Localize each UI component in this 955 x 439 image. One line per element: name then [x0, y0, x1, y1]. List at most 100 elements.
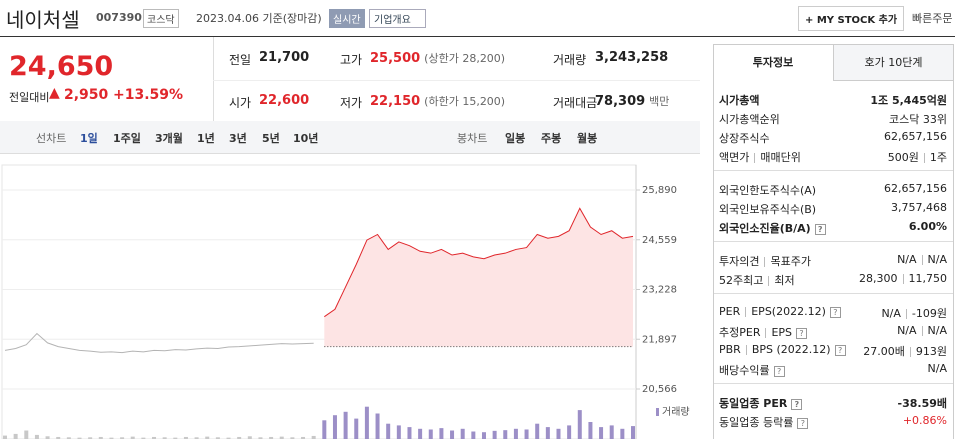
y-tick-label: 24,559 — [642, 235, 677, 246]
summary-value: 22,600 — [259, 93, 309, 108]
value-text: 913원 — [915, 345, 947, 358]
change-label: 전일대비 — [9, 91, 50, 104]
label-text: 매매단위 — [760, 151, 801, 164]
label-text: BPS (2022.12) — [751, 343, 831, 356]
volume-bar — [109, 437, 114, 439]
volume-bar — [524, 429, 529, 439]
period-tab[interactable]: 3년 — [229, 132, 247, 145]
period-tab[interactable]: 1일 — [80, 132, 98, 145]
realtime-badge[interactable]: 실시간 — [329, 9, 365, 28]
volume-bar — [364, 406, 369, 439]
period-tab[interactable]: 3개월 — [155, 132, 183, 145]
volume-bar — [290, 437, 295, 439]
stock-code: 007390 — [96, 11, 142, 24]
summary-value: 3,243,258 — [595, 50, 668, 65]
volume-bar — [215, 437, 220, 439]
invest-tab[interactable]: 투자정보 — [714, 45, 832, 81]
separator — [764, 257, 766, 267]
volume-bar — [98, 436, 103, 439]
label-text: 외국인한도주식수(A) — [719, 184, 817, 197]
volume-bar — [311, 435, 316, 439]
info-value: 28,300 11,750 — [859, 272, 947, 285]
volume-bar — [535, 423, 540, 439]
label-text: EPS — [771, 326, 793, 339]
separator — [745, 345, 747, 355]
volume-bar — [205, 436, 210, 439]
info-value: 코스닥 33위 — [889, 111, 947, 127]
label-text: 외국인보유주식수(B) — [719, 203, 817, 216]
help-icon: ? — [796, 327, 808, 339]
volume-bar — [279, 436, 284, 439]
summary-label: 저가 — [340, 96, 363, 110]
period-tab[interactable]: 1년 — [197, 132, 215, 145]
my-stock-button[interactable]: + MY STOCK 추가 — [798, 6, 905, 31]
volume-bar — [130, 436, 135, 439]
stock-name: 네이처셀 — [6, 8, 80, 32]
company-dropdown[interactable]: 기업개요 — [369, 9, 426, 28]
market-badge: 코스닥 — [143, 9, 179, 28]
volume-bar — [269, 436, 274, 439]
info-label: 시가총액 — [719, 92, 759, 108]
info-label: 투자의견 목표주가 — [719, 253, 811, 269]
label-text: 동일업종 PER — [719, 397, 788, 410]
volume-bar — [631, 426, 635, 439]
label-text: 동일업종 등락률 — [719, 416, 794, 429]
volume-bar — [45, 436, 50, 439]
group-rule — [714, 383, 953, 384]
change: 2,950 — [64, 87, 109, 103]
value-text: 1조 5,445억원 — [870, 94, 947, 107]
volume-bar — [407, 427, 412, 439]
price-line — [4, 332, 314, 354]
label-text: PER — [719, 305, 741, 318]
volume-bar — [258, 437, 263, 439]
y-tick-label: 23,228 — [642, 285, 677, 296]
value-text: 11,750 — [908, 272, 948, 285]
volume-bar — [556, 428, 561, 439]
summary-label: 거래량 — [553, 53, 587, 67]
group-rule — [714, 293, 953, 294]
info-label: 상장주식수 — [719, 130, 770, 146]
candle-tab[interactable]: 일봉 — [505, 132, 526, 145]
summary-label: 고가 — [340, 53, 363, 67]
group-rule — [714, 241, 953, 242]
quick-order[interactable]: 빠른주문 — [912, 12, 953, 25]
label-text: EPS(2022.12) — [751, 305, 826, 318]
price-line — [324, 207, 634, 318]
info-value: 3,757,468 — [891, 201, 947, 214]
value-text: 500원 — [887, 151, 919, 164]
info-value: 500원 1주 — [888, 149, 947, 165]
separator — [765, 328, 767, 338]
label-text: PBR — [719, 343, 741, 356]
invest-tab[interactable]: 호가 10단계 — [833, 45, 953, 81]
info-label: 동일업종 등락률? — [719, 414, 809, 430]
volume-bar — [24, 430, 29, 439]
value-text: -38.59배 — [897, 397, 947, 410]
volume-bar — [460, 428, 465, 439]
volume-bar — [439, 428, 444, 439]
price-chart: 20,566 21,897 23,228 24,559 25,890 거래량 — [1, 164, 690, 439]
label-text: 시가총액 — [719, 94, 760, 107]
summary-number: 22,600 — [259, 93, 310, 108]
candle-tab[interactable]: 월봉 — [577, 132, 598, 145]
info-label: 52주최고 최저 — [719, 272, 795, 288]
summary-number: 21,700 — [259, 50, 310, 65]
help-icon: ? — [834, 344, 846, 356]
volume-bar — [396, 425, 401, 439]
help-icon: ? — [791, 398, 803, 410]
label-text: 52주최고 — [719, 274, 764, 287]
volume-bar — [471, 431, 476, 439]
period-tab[interactable]: 1주일 — [113, 132, 141, 145]
volume-bar — [194, 437, 199, 439]
date: 2023.04.06 기준(장마감) — [196, 12, 322, 25]
separator — [921, 255, 923, 265]
summary-value: 21,700 — [259, 50, 309, 65]
volume-bar — [545, 427, 550, 439]
info-label: 외국인보유주식수(B) — [719, 201, 816, 217]
summary-label: 전일 — [229, 53, 252, 67]
period-tab[interactable]: 5년 — [262, 132, 280, 145]
candle-tab[interactable]: 주봉 — [541, 132, 562, 145]
summary-value: 25,500 (상한가 28,200) — [370, 50, 505, 66]
period-tab[interactable]: 10년 — [293, 132, 319, 145]
value-text: N/A — [927, 324, 947, 337]
value-text: 27.00배 — [863, 345, 905, 358]
